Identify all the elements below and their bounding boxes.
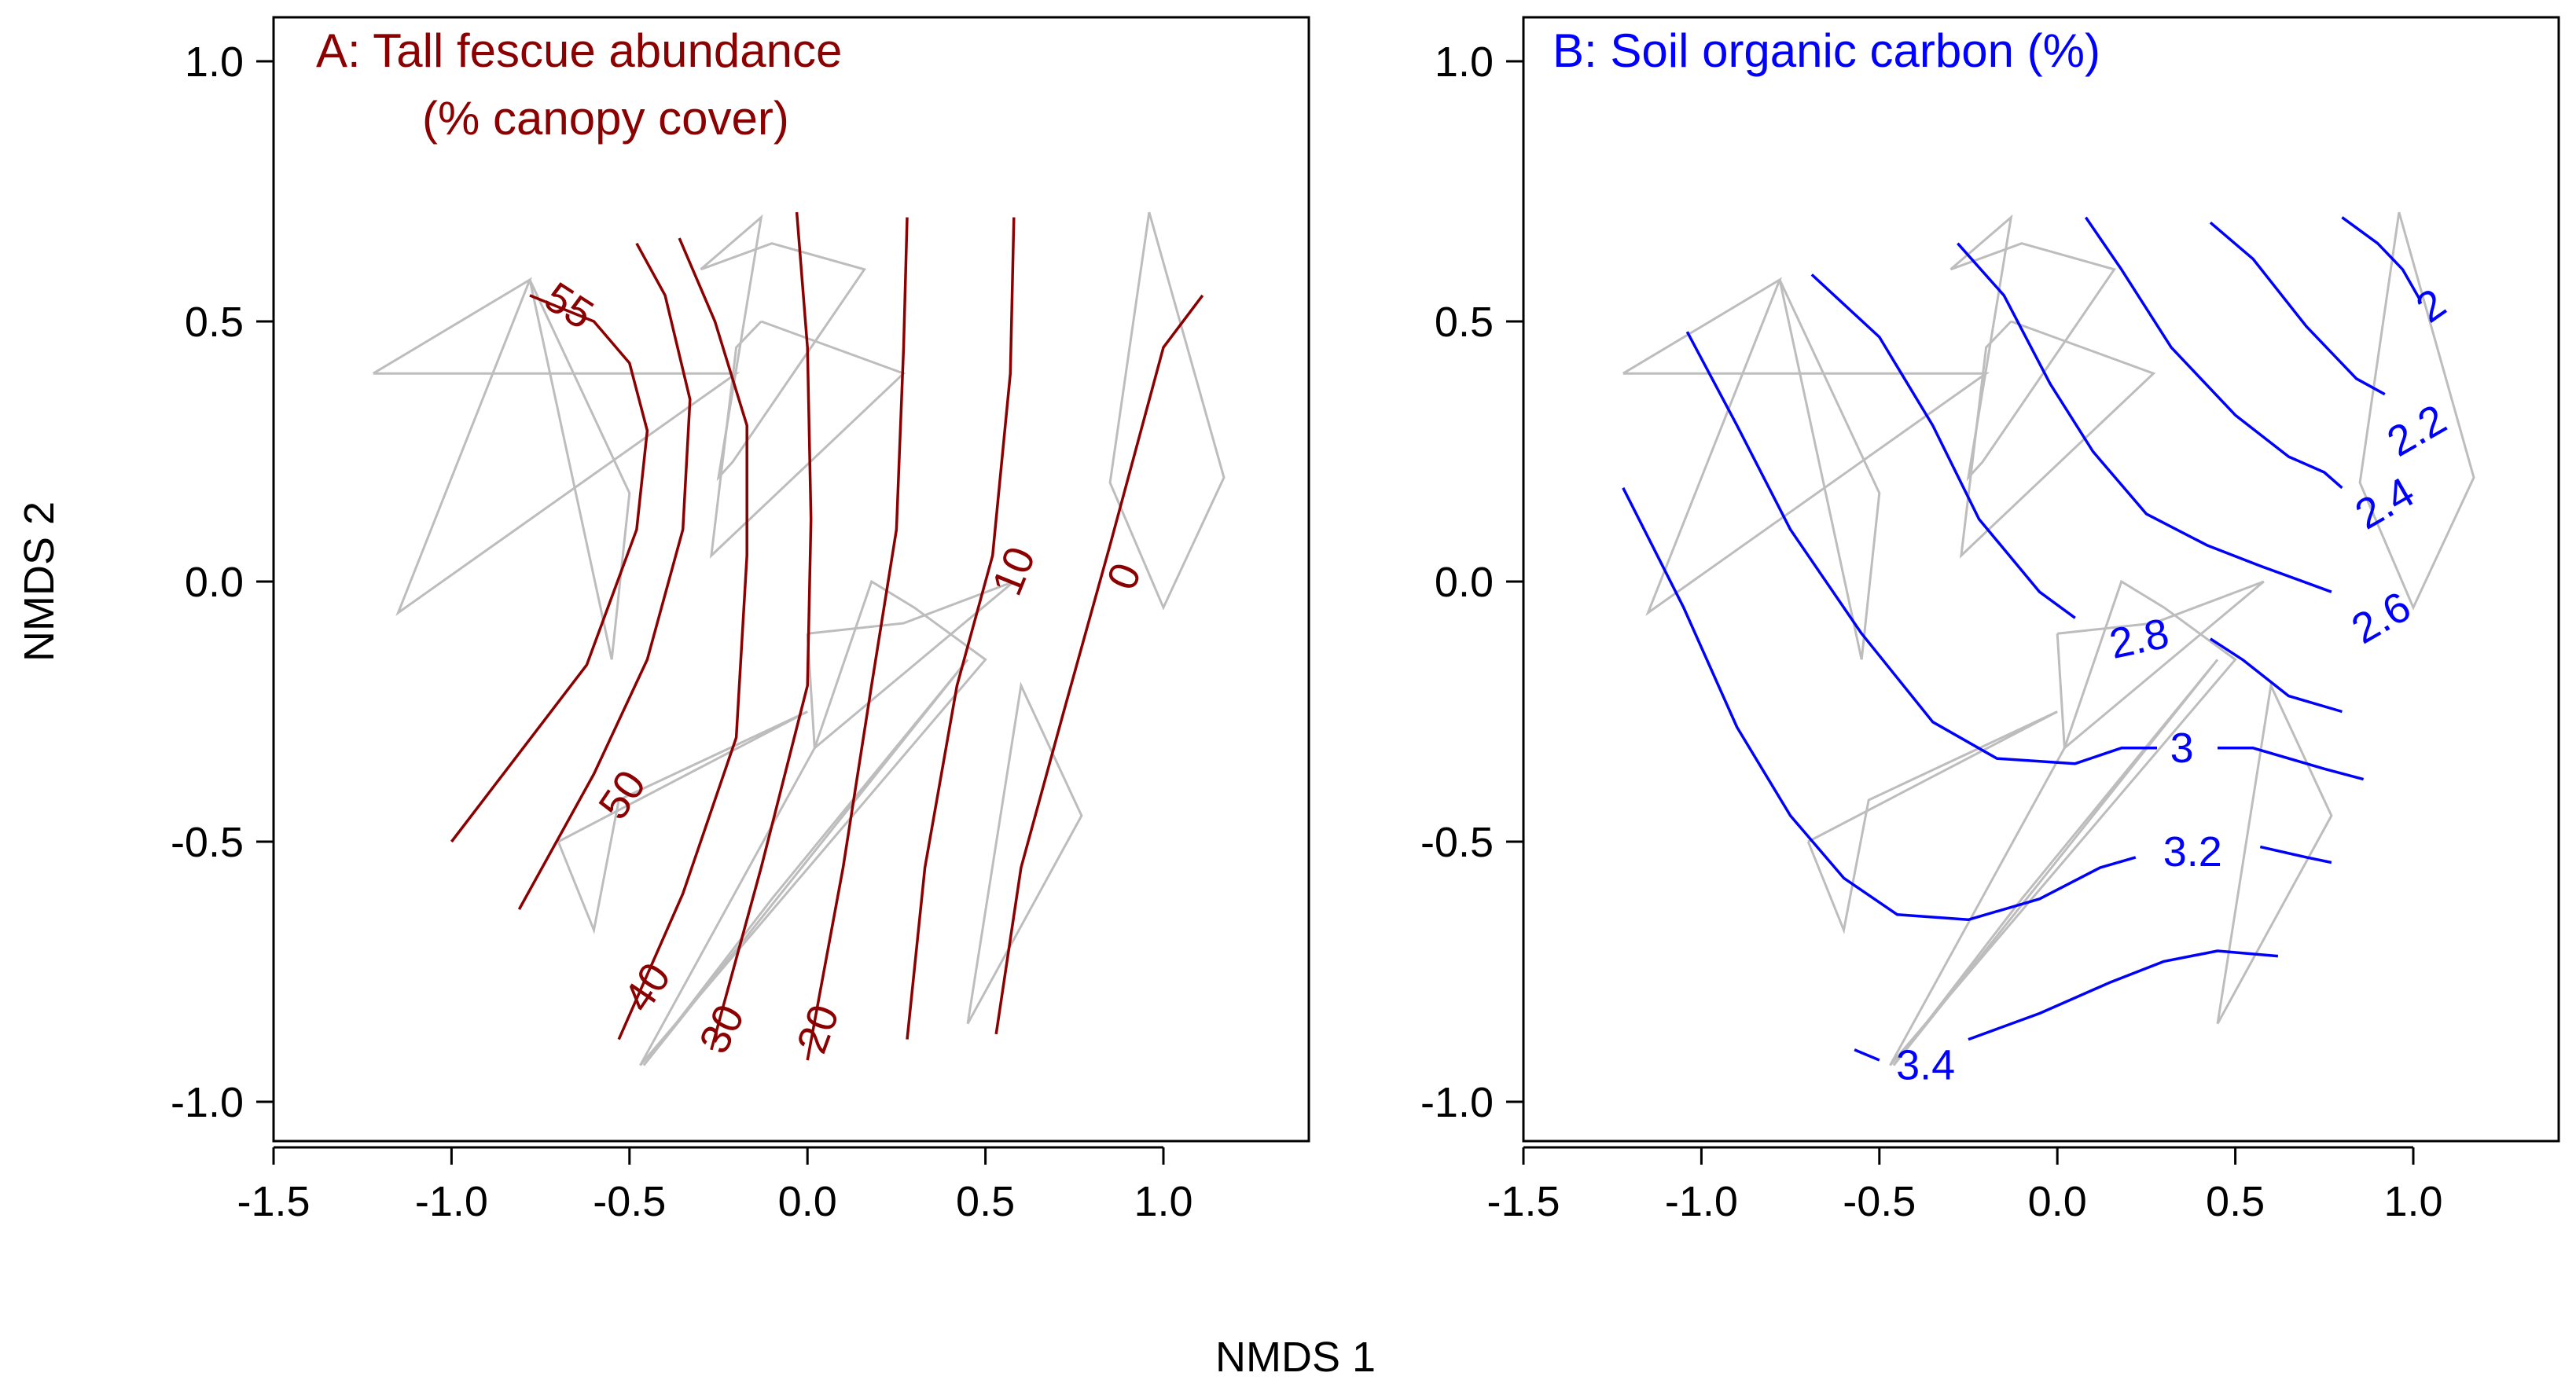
a-x-tick-label: -1.5 <box>237 1178 310 1225</box>
b-contour-label-2: 2 <box>2408 280 2454 332</box>
a-contour-line-0 <box>994 294 1204 1035</box>
a-y-tick-label: 1.0 <box>185 39 244 86</box>
b-x-tick-label: 1.0 <box>2383 1178 2442 1225</box>
b-y-tick-label: -0.5 <box>1420 819 1494 866</box>
a-x-tick-label: -1.0 <box>415 1178 488 1225</box>
b-contour-line-3.2 <box>2259 845 2332 864</box>
b-site-hull <box>2056 580 2265 751</box>
b-contour-line-3.4 <box>1854 1048 1880 1062</box>
x-axis-title: NMDS 1 <box>1215 1334 1376 1381</box>
a-site-hull <box>806 580 1015 751</box>
a-contour-line-55 <box>450 294 649 843</box>
a-site-hull <box>642 659 969 1066</box>
a-contour-label-0: 0 <box>1098 556 1151 596</box>
b-site-hull <box>1778 279 1881 660</box>
a-y-tick-label: 0.5 <box>185 299 244 346</box>
b-plot-frame <box>1522 16 2560 1143</box>
b-panel-title-line: B: Soil organic carbon (%) <box>1553 24 2100 77</box>
b-contour-line-2.8 <box>1810 273 2076 619</box>
b-site-hull <box>1959 320 2156 559</box>
a-contour-label-30: 30 <box>690 997 754 1061</box>
b-contour-line-2.8 <box>2209 637 2343 714</box>
a-y-tick-label: -1.0 <box>171 1079 244 1126</box>
a-site-hull <box>557 710 808 934</box>
b-contour-line-3 <box>1685 331 2157 765</box>
a-site-hull <box>709 320 906 559</box>
b-site-hull <box>1806 710 2058 934</box>
b-contour-line-2.6 <box>1957 242 2332 593</box>
b-contour-label-2.4: 2.4 <box>2347 468 2422 539</box>
b-site-hull <box>1892 659 2219 1066</box>
b-y-tick-label: 0.5 <box>1435 299 1494 346</box>
b-x-tick-label: -1.5 <box>1486 1178 1560 1225</box>
y-axis-title: NMDS 2 <box>16 501 63 662</box>
a-contour-label-20: 20 <box>788 999 848 1059</box>
a-contour-line-50 <box>517 242 692 910</box>
a-site-hull <box>966 681 1083 1025</box>
a-x-tick-label: 0.0 <box>778 1178 837 1225</box>
b-contour-line-3.4 <box>1968 949 2279 1041</box>
a-x-tick-label: 0.5 <box>956 1178 1015 1225</box>
b-site-hull <box>1622 277 1990 616</box>
a-site-hull <box>373 277 740 616</box>
b-contour-line-3.2 <box>1622 487 2137 922</box>
a-site-hull <box>528 279 631 660</box>
a-site-hull <box>700 214 867 482</box>
a-panel-title-line: A: Tall fescue abundance <box>316 24 842 77</box>
a-plot-frame <box>272 16 1310 1143</box>
b-site-hull <box>2358 211 2475 611</box>
a-x-tick-label: 1.0 <box>1134 1178 1192 1225</box>
b-y-tick-label: 0.0 <box>1435 559 1494 606</box>
b-x-tick-label: -1.0 <box>1665 1178 1738 1225</box>
b-contour-label-3.4: 3.4 <box>1896 1042 1955 1089</box>
a-site-hull <box>1108 211 1226 611</box>
b-site-hull <box>2216 681 2333 1025</box>
b-contour-label-3.2: 3.2 <box>2163 828 2222 875</box>
b-site-hull <box>1949 214 2117 482</box>
a-contour-label-55: 55 <box>536 273 601 339</box>
b-contour-label-2.8: 2.8 <box>2105 610 2173 668</box>
a-y-tick-label: 0.0 <box>185 559 244 606</box>
a-contour-line-30 <box>710 211 813 1051</box>
a-contour-label-50: 50 <box>590 762 655 828</box>
panel-b-soil-organic-carbon: -1.5 -1.0 -0.5 0.0 0.5 1.0 -1.0 -0.5 0.0 0.5 1.0 B:… <box>1420 16 2560 1225</box>
a-panel-title-line: (% canopy cover) <box>422 92 789 145</box>
a-contour-line-10 <box>906 217 1016 1040</box>
panel-a-tall-fescue: -1.5 -1.0 -0.5 0.0 0.5 1.0 -1.0 -0.5 0.0 0.5 1.0 A:… <box>171 16 1310 1225</box>
b-y-tick-label: -1.0 <box>1420 1079 1494 1126</box>
a-contour-line-40 <box>617 237 748 1040</box>
b-contour-label-3: 3 <box>2170 725 2194 772</box>
b-contour-label-2.2: 2.2 <box>2379 395 2454 466</box>
a-x-tick-label: -0.5 <box>593 1178 666 1225</box>
b-x-tick-label: 0.0 <box>2028 1178 2087 1225</box>
a-y-tick-label: -0.5 <box>171 819 244 866</box>
b-x-tick-label: 0.5 <box>2206 1178 2265 1225</box>
a-contour-line-20 <box>806 217 909 1061</box>
b-site-hull <box>1889 579 2237 1066</box>
b-y-tick-label: 1.0 <box>1435 39 1494 86</box>
a-site-hull <box>639 579 987 1066</box>
b-contour-line-2 <box>2341 216 2422 302</box>
b-contour-line-3 <box>2218 747 2365 781</box>
b-contour-line-2.2 <box>2209 221 2386 396</box>
b-x-tick-label: -0.5 <box>1843 1178 1916 1225</box>
b-contour-line-2.4 <box>2084 216 2343 490</box>
